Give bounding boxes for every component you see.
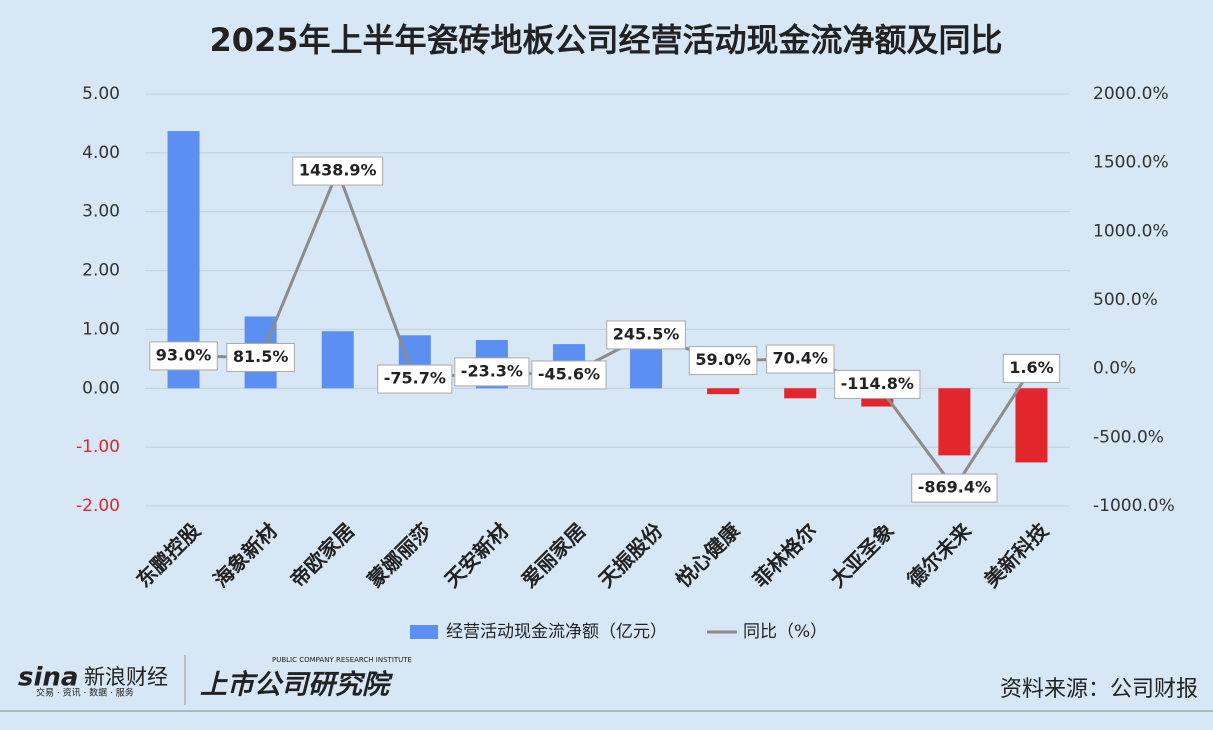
data-label: 59.0% (688, 346, 758, 376)
data-label-text: -75.7% (384, 369, 446, 388)
logo-institute: 上市公司研究院 (200, 670, 394, 701)
bar (630, 347, 663, 389)
y2-tick-label: 500.0% (1093, 290, 1158, 310)
data-label-box (454, 357, 530, 387)
bar (938, 388, 971, 456)
logo-institute-en: PUBLIC COMPANY RESEARCH INSTITUTE (272, 656, 412, 664)
data-label-box (149, 341, 218, 371)
data-label: 93.0% (149, 341, 218, 371)
y-tick-label: -2.00 (76, 496, 120, 516)
bar (784, 388, 817, 399)
data-label-box (765, 344, 835, 374)
data-label: -114.8% (834, 369, 921, 399)
data-label-text: 1438.9% (299, 161, 377, 180)
data-label-box (226, 342, 295, 372)
y-tick-label: 5.00 (82, 84, 120, 104)
logo-subtext: 交易 · 资讯 · 数据 · 服务 (36, 687, 134, 699)
data-label: 70.4% (765, 344, 835, 374)
data-label: -75.7% (377, 364, 453, 394)
data-label-text: 1.6% (1009, 358, 1053, 377)
bar (1015, 388, 1048, 463)
data-label-text: 59.0% (695, 350, 751, 369)
bar (321, 331, 354, 389)
y2-tick-label: 0.0% (1093, 359, 1136, 379)
bar (707, 388, 740, 395)
logo-sina: sina (18, 663, 78, 693)
y-tick-label: 1.00 (82, 319, 120, 339)
y-tick-label: 3.00 (82, 202, 120, 222)
data-label-text: 93.0% (156, 345, 212, 364)
y-tick-label: 4.00 (82, 143, 120, 163)
data-label-box (1002, 353, 1061, 383)
data-label-text: -23.3% (461, 361, 523, 380)
source-note: 资料来源：公司财报 (1000, 677, 1198, 702)
line (183, 166, 1033, 491)
data-label: -45.6% (531, 360, 607, 390)
y-tick-label: -1.00 (76, 437, 120, 457)
data-label-text: -45.6% (538, 364, 600, 383)
data-label-text: -869.4% (918, 478, 991, 497)
data-label-box (292, 156, 384, 186)
legend-swatch (410, 625, 438, 639)
data-label-box (834, 369, 921, 399)
data-label-text: 245.5% (613, 324, 680, 343)
data-label-box (688, 346, 758, 376)
data-label: -23.3% (454, 357, 530, 387)
data-label-text: 70.4% (772, 348, 828, 367)
data-label: -869.4% (911, 473, 998, 503)
y2-tick-label: -1000.0% (1093, 496, 1175, 516)
y2-tick-label: 1500.0% (1093, 153, 1169, 173)
data-label-box (377, 364, 453, 394)
y-tick-label: 2.00 (82, 261, 120, 281)
legend-label: 经营活动现金流净额（亿元） (446, 622, 667, 642)
data-label: 1438.9% (292, 156, 384, 186)
logo-text: 新浪财经 (84, 665, 168, 689)
y2-tick-label: 2000.0% (1093, 84, 1169, 104)
y-tick-label: 0.00 (82, 378, 120, 398)
legend-label: 同比（%） (743, 622, 827, 642)
y2-tick-label: -500.0% (1093, 427, 1164, 447)
data-label-text: 81.5% (233, 347, 289, 366)
data-label: 1.6% (1002, 353, 1061, 383)
chart-title: 2025年上半年瓷砖地板公司经营活动现金流净额及同比 (209, 21, 1002, 59)
y2-tick-label: 1000.0% (1093, 221, 1169, 241)
data-label: 81.5% (226, 342, 295, 372)
data-label-box (911, 473, 998, 503)
data-label-text: -114.8% (841, 374, 914, 393)
data-label: 245.5% (606, 320, 686, 350)
data-label-box (531, 360, 607, 390)
data-label-box (606, 320, 686, 350)
